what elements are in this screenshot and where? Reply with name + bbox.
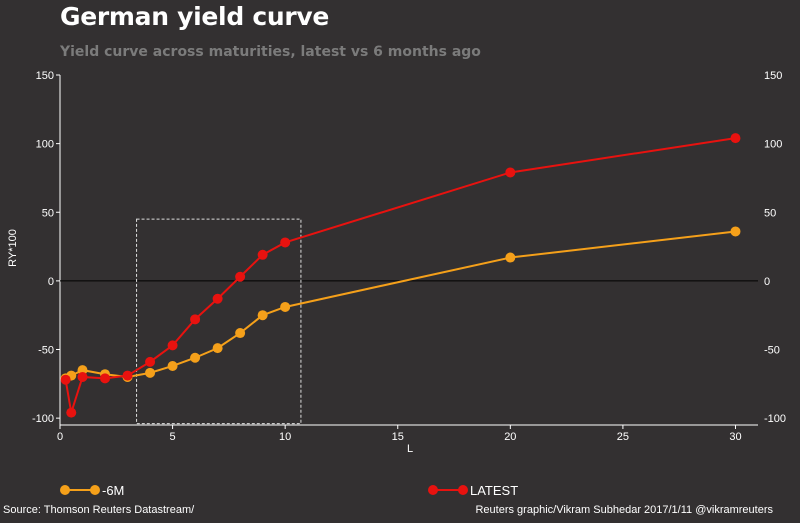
series-layer	[60, 133, 741, 418]
legend-label-latest: LATEST	[470, 483, 519, 498]
x-tick-label: 25	[617, 431, 629, 443]
y-tick-label-right: 150	[764, 70, 782, 82]
y-tick-label: 150	[36, 70, 54, 82]
legend-swatch-6m	[60, 485, 100, 495]
data-point-six-month	[145, 367, 156, 378]
credit-note: Reuters graphic/Vikram Subhedar 2017/1/1…	[475, 504, 773, 516]
data-point-six-month	[505, 252, 516, 263]
data-point-six-month	[167, 360, 178, 371]
x-tick-label: 15	[392, 431, 404, 443]
x-axis-label: L	[407, 443, 413, 455]
data-point-latest	[190, 314, 201, 325]
chart-subtitle: Yield curve across maturities, latest vs…	[60, 44, 481, 60]
y-tick-label: 100	[36, 139, 54, 151]
y-tick-label-right: 0	[764, 276, 770, 288]
series-line-six-month	[65, 230, 736, 380]
data-point-latest	[212, 293, 223, 304]
data-point-latest	[100, 373, 111, 384]
data-point-latest	[235, 271, 246, 282]
x-tick-label: 10	[279, 431, 291, 443]
data-point-six-month	[235, 328, 246, 339]
data-point-latest	[505, 167, 516, 178]
data-point-six-month	[212, 343, 223, 354]
y-tick-label-right: -50	[764, 345, 780, 357]
data-point-six-month	[190, 352, 201, 363]
chart-axes: -100 -100 -50 -50 0 0 50 50 100 100 150 150 0 5 10 15 20…	[32, 70, 786, 443]
data-point-six-month	[730, 226, 741, 237]
data-point-latest	[60, 374, 71, 385]
legend-label-6m: -6M	[102, 483, 125, 498]
data-point-latest	[730, 133, 741, 144]
y-axis-label: RY*100	[7, 229, 19, 267]
data-point-latest	[66, 407, 77, 418]
y-tick-label-right: -100	[764, 413, 786, 425]
data-point-latest	[280, 237, 291, 248]
highlight-box-layer	[136, 218, 302, 425]
x-tick-label: 5	[170, 431, 176, 443]
y-tick-label: -100	[32, 413, 54, 425]
y-tick-label-right: 100	[764, 139, 782, 151]
x-tick-label: 0	[57, 431, 63, 443]
y-tick-label: 50	[42, 207, 54, 219]
y-tick-label: -50	[38, 345, 54, 357]
source-note: Source: Thomson Reuters Datastream/	[3, 504, 195, 516]
data-point-latest	[145, 356, 156, 367]
data-point-latest	[167, 340, 178, 351]
y-tick-label-right: 50	[764, 207, 776, 219]
data-point-latest	[77, 371, 88, 382]
data-point-latest	[257, 249, 268, 260]
x-tick-label: 30	[729, 431, 741, 443]
legend-swatch-latest	[428, 485, 468, 495]
series-line-latest	[64, 137, 736, 413]
data-point-six-month	[257, 310, 268, 321]
data-point-six-month	[77, 365, 88, 376]
x-tick-label: 20	[504, 431, 516, 443]
highlight-box	[136, 218, 302, 425]
data-point-six-month	[280, 301, 291, 312]
data-point-latest	[122, 370, 133, 381]
chart-title: German yield curve	[60, 2, 330, 31]
y-tick-label: 0	[48, 276, 54, 288]
